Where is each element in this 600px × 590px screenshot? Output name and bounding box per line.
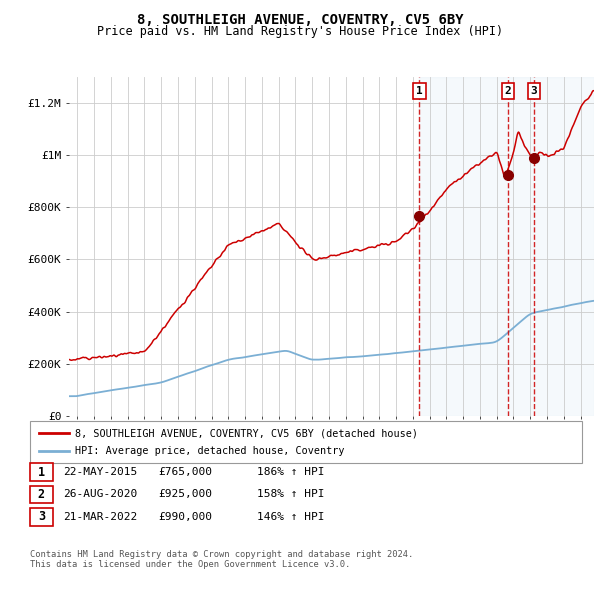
Text: Contains HM Land Registry data © Crown copyright and database right 2024.
This d: Contains HM Land Registry data © Crown c…: [30, 550, 413, 569]
Text: HPI: Average price, detached house, Coventry: HPI: Average price, detached house, Cove…: [75, 446, 344, 456]
Text: 8, SOUTHLEIGH AVENUE, COVENTRY, CV5 6BY: 8, SOUTHLEIGH AVENUE, COVENTRY, CV5 6BY: [137, 13, 463, 27]
Text: 22-MAY-2015: 22-MAY-2015: [64, 467, 138, 477]
Text: 1: 1: [416, 86, 423, 96]
Text: 186% ↑ HPI: 186% ↑ HPI: [257, 467, 325, 477]
Text: 26-AUG-2020: 26-AUG-2020: [64, 490, 138, 499]
Bar: [419, 77, 594, 416]
Text: 158% ↑ HPI: 158% ↑ HPI: [257, 490, 325, 499]
Text: £990,000: £990,000: [158, 512, 212, 522]
Text: Price paid vs. HM Land Registry's House Price Index (HPI): Price paid vs. HM Land Registry's House …: [97, 25, 503, 38]
Text: 3: 3: [530, 86, 538, 96]
Text: 2: 2: [38, 488, 45, 501]
Text: 3: 3: [38, 510, 45, 523]
Text: 1: 1: [38, 466, 45, 478]
Text: 21-MAR-2022: 21-MAR-2022: [64, 512, 138, 522]
Text: 2: 2: [505, 86, 511, 96]
Text: 146% ↑ HPI: 146% ↑ HPI: [257, 512, 325, 522]
Text: 8, SOUTHLEIGH AVENUE, COVENTRY, CV5 6BY (detached house): 8, SOUTHLEIGH AVENUE, COVENTRY, CV5 6BY …: [75, 428, 418, 438]
Text: £765,000: £765,000: [158, 467, 212, 477]
Text: £925,000: £925,000: [158, 490, 212, 499]
